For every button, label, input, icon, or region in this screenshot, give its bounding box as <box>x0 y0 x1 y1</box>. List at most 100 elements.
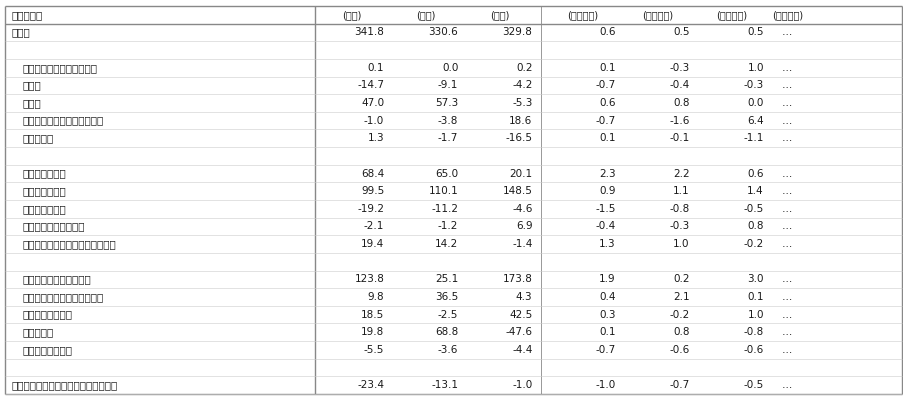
Text: -0.4: -0.4 <box>595 221 615 232</box>
Text: 卸売業，小売業: 卸売業，小売業 <box>23 186 66 196</box>
Text: -0.7: -0.7 <box>595 345 615 355</box>
Text: 25.1: 25.1 <box>434 274 458 284</box>
Text: 148.5: 148.5 <box>502 186 532 196</box>
Text: …: … <box>781 380 792 390</box>
Text: 1.0: 1.0 <box>747 63 763 73</box>
Text: -9.1: -9.1 <box>437 80 458 90</box>
Text: 産業計: 産業計 <box>12 27 31 37</box>
Text: 99.5: 99.5 <box>360 186 384 196</box>
Text: 製造業: 製造業 <box>23 98 42 108</box>
Text: 1.3: 1.3 <box>599 239 615 249</box>
Text: -0.4: -0.4 <box>669 80 689 90</box>
Text: 教育，学習支援業: 教育，学習支援業 <box>23 310 72 320</box>
Text: (ポイント): (ポイント) <box>771 10 802 20</box>
Text: 生活関連サービス業，娯楽業: 生活関連サービス業，娯楽業 <box>23 292 104 302</box>
Text: 1.4: 1.4 <box>747 186 763 196</box>
Text: -23.4: -23.4 <box>357 380 384 390</box>
Text: 0.5: 0.5 <box>673 27 689 37</box>
Text: (千人): (千人) <box>341 10 361 20</box>
Text: -3.8: -3.8 <box>437 116 458 126</box>
Text: -0.8: -0.8 <box>669 204 689 214</box>
Text: 不動産業，物品賃貸業: 不動産業，物品賃貸業 <box>23 221 85 232</box>
Text: 0.8: 0.8 <box>673 98 689 108</box>
Text: -47.6: -47.6 <box>505 327 532 337</box>
Text: (ポイント): (ポイント) <box>715 10 746 20</box>
Text: 0.6: 0.6 <box>599 98 615 108</box>
Text: -0.3: -0.3 <box>743 80 763 90</box>
Text: 学術研究，専門・技術サービス業: 学術研究，専門・技術サービス業 <box>23 239 116 249</box>
Text: 6.4: 6.4 <box>747 116 763 126</box>
Text: 2.2: 2.2 <box>673 168 689 179</box>
Text: 1.0: 1.0 <box>747 310 763 320</box>
Text: -5.5: -5.5 <box>363 345 384 355</box>
Text: -0.5: -0.5 <box>743 380 763 390</box>
Text: …: … <box>781 327 792 337</box>
Text: 47.0: 47.0 <box>360 98 384 108</box>
Text: 330.6: 330.6 <box>428 27 458 37</box>
Text: …: … <box>781 310 792 320</box>
Text: -1.0: -1.0 <box>595 380 615 390</box>
Text: サービス業（他に分類されないもの）: サービス業（他に分類されないもの） <box>12 380 118 390</box>
Text: 0.0: 0.0 <box>747 98 763 108</box>
Text: -0.2: -0.2 <box>669 310 689 320</box>
Text: -1.6: -1.6 <box>668 116 689 126</box>
Text: 金融業，保険業: 金融業，保険業 <box>23 204 66 214</box>
Text: 65.0: 65.0 <box>434 168 458 179</box>
Text: (ポイント): (ポイント) <box>567 10 598 20</box>
Text: …: … <box>781 168 792 179</box>
Text: 0.8: 0.8 <box>673 327 689 337</box>
Text: …: … <box>781 63 792 73</box>
Text: 鉱業，栗石業，砂利排取業: 鉱業，栗石業，砂利排取業 <box>23 63 98 73</box>
Text: 0.3: 0.3 <box>599 310 615 320</box>
Text: 医療，福祉: 医療，福祉 <box>23 327 54 337</box>
Text: 1.0: 1.0 <box>673 239 689 249</box>
Text: -0.1: -0.1 <box>669 133 689 143</box>
Text: 0.9: 0.9 <box>599 186 615 196</box>
Text: 18.6: 18.6 <box>508 116 532 126</box>
Text: 1.9: 1.9 <box>599 274 615 284</box>
Text: 341.8: 341.8 <box>354 27 384 37</box>
Text: …: … <box>781 80 792 90</box>
Text: …: … <box>781 98 792 108</box>
Text: 0.1: 0.1 <box>368 63 384 73</box>
Text: -0.2: -0.2 <box>743 239 763 249</box>
Text: 前年同期差: 前年同期差 <box>12 10 43 20</box>
Text: -0.8: -0.8 <box>743 327 763 337</box>
Text: 電気・ガス・熱供給・水道業: 電気・ガス・熱供給・水道業 <box>23 116 104 126</box>
Text: 6.9: 6.9 <box>516 221 532 232</box>
Text: 329.8: 329.8 <box>502 27 532 37</box>
Text: -1.4: -1.4 <box>511 239 532 249</box>
Text: 3.0: 3.0 <box>747 274 763 284</box>
Text: 9.8: 9.8 <box>368 292 384 302</box>
Text: 1.3: 1.3 <box>368 133 384 143</box>
Text: …: … <box>781 345 792 355</box>
Text: -5.3: -5.3 <box>511 98 532 108</box>
Text: -0.3: -0.3 <box>669 63 689 73</box>
Text: -16.5: -16.5 <box>505 133 532 143</box>
Text: -4.6: -4.6 <box>511 204 532 214</box>
Text: 0.1: 0.1 <box>747 292 763 302</box>
Text: -1.7: -1.7 <box>437 133 458 143</box>
Text: 68.8: 68.8 <box>434 327 458 337</box>
Text: 0.1: 0.1 <box>599 327 615 337</box>
Text: -2.1: -2.1 <box>363 221 384 232</box>
Text: 0.6: 0.6 <box>599 27 615 37</box>
Text: 宿泊業，飲食サービス業: 宿泊業，飲食サービス業 <box>23 274 91 284</box>
Text: -4.4: -4.4 <box>511 345 532 355</box>
Text: -0.3: -0.3 <box>669 221 689 232</box>
Text: 19.4: 19.4 <box>360 239 384 249</box>
Text: -14.7: -14.7 <box>357 80 384 90</box>
Text: 複合サービス事業: 複合サービス事業 <box>23 345 72 355</box>
Text: -0.5: -0.5 <box>743 204 763 214</box>
Text: 42.5: 42.5 <box>508 310 532 320</box>
Text: 36.5: 36.5 <box>434 292 458 302</box>
Text: …: … <box>781 186 792 196</box>
Text: 0.1: 0.1 <box>599 133 615 143</box>
Text: …: … <box>781 274 792 284</box>
Text: 1.1: 1.1 <box>673 186 689 196</box>
Text: -0.6: -0.6 <box>743 345 763 355</box>
Text: 2.3: 2.3 <box>599 168 615 179</box>
Text: 運輸業，郵便業: 運輸業，郵便業 <box>23 168 66 179</box>
Text: 57.3: 57.3 <box>434 98 458 108</box>
Text: -4.2: -4.2 <box>511 80 532 90</box>
